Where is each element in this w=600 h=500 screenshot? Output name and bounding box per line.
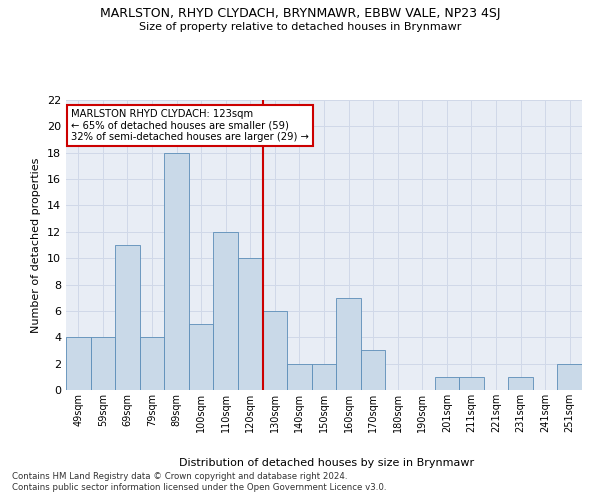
Text: MARLSTON RHYD CLYDACH: 123sqm
← 65% of detached houses are smaller (59)
32% of s: MARLSTON RHYD CLYDACH: 123sqm ← 65% of d… xyxy=(71,108,309,142)
Bar xyxy=(361,350,385,390)
Bar xyxy=(508,377,533,390)
Y-axis label: Number of detached properties: Number of detached properties xyxy=(31,158,41,332)
Bar xyxy=(140,338,164,390)
Bar xyxy=(238,258,263,390)
Bar xyxy=(287,364,312,390)
Bar xyxy=(434,377,459,390)
Text: Contains public sector information licensed under the Open Government Licence v3: Contains public sector information licen… xyxy=(12,484,386,492)
Bar xyxy=(214,232,238,390)
Bar xyxy=(557,364,582,390)
Text: Contains HM Land Registry data © Crown copyright and database right 2024.: Contains HM Land Registry data © Crown c… xyxy=(12,472,347,481)
Bar xyxy=(66,338,91,390)
Text: Size of property relative to detached houses in Brynmawr: Size of property relative to detached ho… xyxy=(139,22,461,32)
Bar xyxy=(115,245,140,390)
Bar xyxy=(459,377,484,390)
Bar xyxy=(164,152,189,390)
Bar xyxy=(312,364,336,390)
Text: MARLSTON, RHYD CLYDACH, BRYNMAWR, EBBW VALE, NP23 4SJ: MARLSTON, RHYD CLYDACH, BRYNMAWR, EBBW V… xyxy=(100,8,500,20)
Bar xyxy=(263,311,287,390)
Text: Distribution of detached houses by size in Brynmawr: Distribution of detached houses by size … xyxy=(179,458,475,468)
Bar xyxy=(189,324,214,390)
Bar xyxy=(91,338,115,390)
Bar xyxy=(336,298,361,390)
